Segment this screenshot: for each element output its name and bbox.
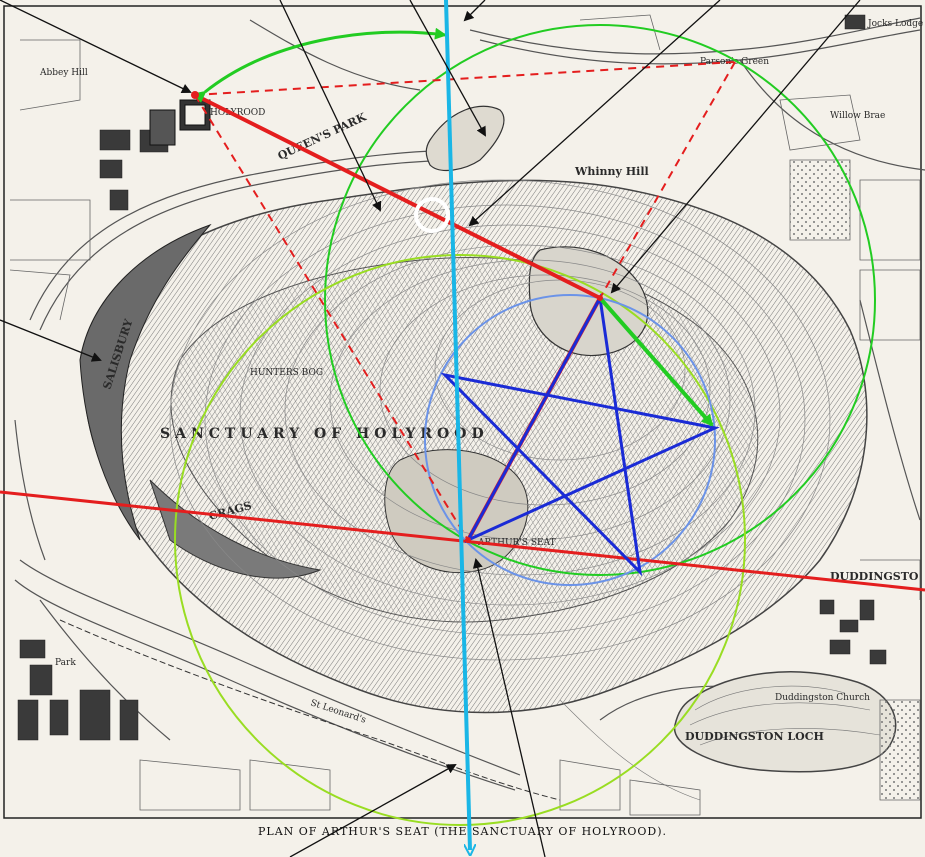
label-arthurs-seat: ARTHUR'S SEAT xyxy=(477,538,556,548)
blue-pentagram xyxy=(440,293,720,577)
field-lines xyxy=(9,14,921,816)
vertex-markers xyxy=(191,91,603,543)
label-jocks-lodge: Jocks Lodge xyxy=(867,19,923,29)
green-arrow-to-star xyxy=(598,296,714,427)
white-circle-marker xyxy=(414,197,450,233)
label-park: Park xyxy=(55,658,76,668)
label-abbey-hill: Abbey Hill xyxy=(39,68,88,78)
label-sanctuary: SANCTUARY OF HOLYROOD xyxy=(160,426,489,442)
label-willow-brae: Willow Brae xyxy=(830,111,885,121)
black-pointer-arrows xyxy=(0,0,861,857)
contours xyxy=(169,179,831,661)
light-blue-circle xyxy=(424,294,716,586)
large-green-circle xyxy=(324,24,876,576)
cyan-meridian-line xyxy=(444,0,470,850)
label-duddingston-church: Duddingston Church xyxy=(775,693,870,703)
town-blocks xyxy=(17,14,887,741)
map-border xyxy=(3,5,922,819)
railway xyxy=(59,619,561,801)
st-margarets-loch xyxy=(425,105,505,172)
label-whinny-hill: Whinny Hill xyxy=(574,165,649,178)
label-duddingston: DUDDINGSTO xyxy=(830,570,919,583)
map-caption: PLAN OF ARTHUR'S SEAT (THE SANCTUARY OF … xyxy=(258,825,667,838)
lime-circle xyxy=(174,254,746,826)
label-holyrood: HOLYROOD xyxy=(210,108,265,118)
label-duddingston-loch: DUDDINGSTON LOCH xyxy=(685,730,824,743)
green-double-arrow xyxy=(193,27,447,103)
label-hunters-bog: HUNTERS BOG xyxy=(250,368,323,378)
